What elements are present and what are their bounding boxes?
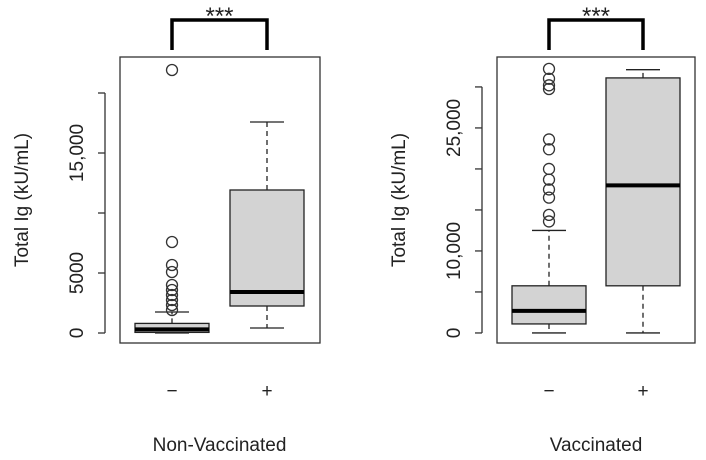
- outlier: [165, 298, 179, 312]
- outlier: [542, 162, 556, 176]
- significance-bracket: [547, 18, 645, 50]
- outlier: [165, 283, 179, 297]
- outlier: [542, 208, 556, 222]
- outlier: [542, 82, 556, 96]
- outlier: [542, 79, 556, 92]
- x-tick-label: +: [261, 381, 272, 402]
- outlier: [165, 265, 179, 279]
- outlier: [165, 63, 179, 77]
- y-tick-label: 15,000: [67, 124, 88, 182]
- outlier: [542, 191, 556, 204]
- significance-label: ***: [582, 3, 610, 30]
- x-axis-label: Vaccinated: [550, 435, 643, 456]
- outlier: [165, 278, 179, 292]
- x-tick-label: −: [166, 381, 177, 402]
- outlier: [165, 293, 179, 307]
- significance-label: ***: [205, 3, 233, 30]
- box: [605, 77, 681, 287]
- outlier: [542, 143, 556, 156]
- y-tick-label: 5000: [67, 252, 88, 294]
- y-axis-label: Total Ig (kU/mL): [12, 133, 33, 267]
- y-tick-label: 10,000: [444, 222, 465, 280]
- plot-frame: [119, 56, 321, 344]
- outlier: [165, 288, 179, 302]
- outlier: [542, 72, 556, 85]
- y-tick-label: 25,000: [444, 99, 465, 157]
- y-tick-label: 0: [444, 328, 465, 339]
- outlier: [542, 183, 556, 196]
- outlier: [165, 303, 179, 317]
- significance-bracket: [170, 18, 269, 50]
- y-tick-label: 0: [67, 328, 88, 339]
- y-axis-label: Total Ig (kU/mL): [389, 133, 410, 267]
- outlier: [542, 215, 556, 228]
- x-tick-label: +: [637, 381, 648, 402]
- plot-frame: [496, 56, 696, 344]
- x-tick-label: −: [543, 381, 554, 402]
- box: [229, 189, 305, 307]
- x-axis-label: Non-Vaccinated: [153, 435, 287, 456]
- outlier: [165, 235, 179, 249]
- outlier: [542, 133, 556, 146]
- outlier: [165, 258, 179, 272]
- outlier: [542, 62, 556, 76]
- box: [511, 285, 587, 325]
